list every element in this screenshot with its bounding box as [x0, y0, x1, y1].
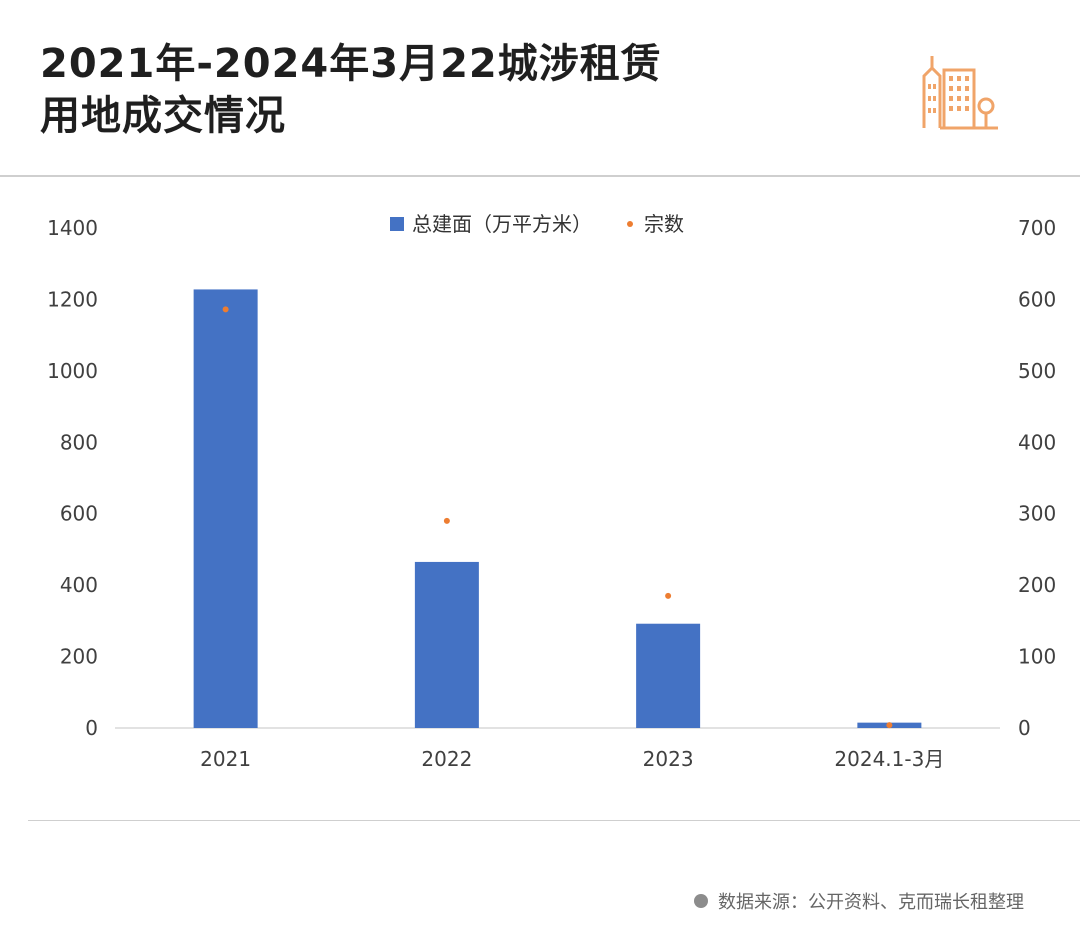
y-left-tick-label: 200: [60, 645, 98, 669]
y-left-tick-label: 600: [60, 502, 98, 526]
y-right-tick-label: 500: [1018, 359, 1056, 383]
scatter-point: [886, 722, 893, 729]
x-tick-label: 2023: [643, 747, 694, 771]
y-left-tick-label: 400: [60, 573, 98, 597]
y-left-tick-label: 1400: [47, 216, 98, 240]
x-tick-label: 2022: [421, 747, 472, 771]
y-left-tick-label: 800: [60, 430, 98, 454]
y-left-tick-label: 1200: [47, 287, 98, 311]
y-left-tick-label: 0: [85, 716, 98, 740]
title-line-1: 2021年-2024年3月22城涉租赁: [40, 41, 662, 87]
bullet-icon: [694, 894, 708, 908]
source-text: 数据来源：公开资料、克而瑞长租整理: [718, 892, 1024, 913]
y-right-tick-label: 400: [1018, 430, 1056, 454]
y-right-tick-label: 700: [1018, 216, 1056, 240]
x-tick-label: 2024.1-3月: [834, 747, 944, 771]
legend-bar-label: 总建面（万平方米）: [412, 212, 592, 236]
source-note: 数据来源：公开资料、克而瑞长租整理: [694, 888, 1024, 914]
chart-title: 2021年-2024年3月22城涉租赁 用地成交情况: [40, 38, 900, 142]
legend-bar-swatch: [390, 217, 404, 231]
chart: 0 200 400 600 800 1000 1200 1400 0 100 200 300 400 50…: [47, 212, 1056, 771]
bar: [636, 623, 701, 728]
y-right-tick-label: 100: [1018, 645, 1056, 669]
legend-dot-label: 宗数: [644, 212, 684, 236]
bar: [193, 289, 258, 728]
y-right-tick-label: 0: [1018, 716, 1031, 740]
title-line-2: 用地成交情况: [40, 93, 286, 139]
y-right-tick-label: 200: [1018, 573, 1056, 597]
top-divider: [0, 175, 1080, 177]
x-tick-label: 2021: [200, 747, 251, 771]
scatter-point: [665, 592, 672, 599]
scatter-point: [443, 517, 450, 524]
city-buildings-icon: [922, 56, 998, 130]
y-left-tick-label: 1000: [47, 359, 98, 383]
bottom-divider: [28, 820, 1080, 821]
y-right-tick-label: 300: [1018, 502, 1056, 526]
scatter-point: [222, 306, 229, 313]
bar: [414, 561, 479, 728]
legend-dot-swatch: [627, 221, 633, 227]
y-right-tick-label: 600: [1018, 287, 1056, 311]
